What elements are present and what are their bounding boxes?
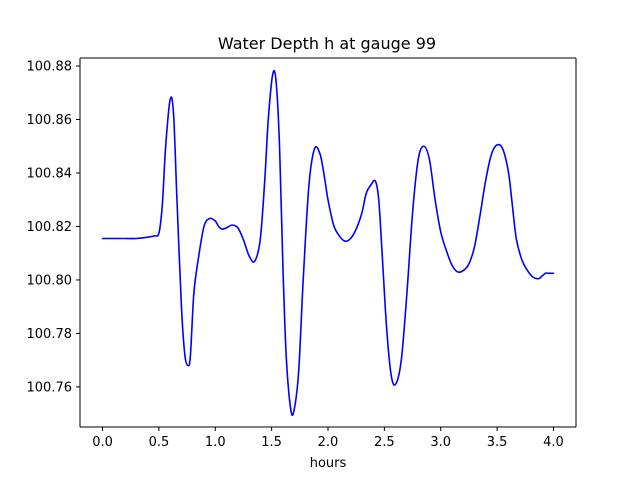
y-tick-label: 100.84 xyxy=(27,166,73,181)
chart-title: Water Depth h at gauge 99 xyxy=(218,34,436,53)
y-tick-label: 100.80 xyxy=(27,273,73,288)
plot-area xyxy=(80,58,576,427)
x-tick-label: 2.5 xyxy=(374,435,395,450)
y-tick-label: 100.76 xyxy=(27,380,73,395)
x-tick-label: 4.0 xyxy=(543,435,564,450)
x-tick-label: 2.0 xyxy=(318,435,339,450)
x-tick-label: 3.0 xyxy=(430,435,451,450)
y-tick-label: 100.86 xyxy=(27,113,73,128)
x-tick-label: 1.5 xyxy=(261,435,282,450)
y-tick-label: 100.82 xyxy=(27,220,73,235)
x-axis-label: hours xyxy=(310,456,347,471)
x-ticks: 0.0 0.5 1.0 1.5 2.0 2.5 3.0 3.5 4.0 xyxy=(92,427,564,450)
x-tick-label: 1.0 xyxy=(205,435,226,450)
series-layer xyxy=(101,69,555,417)
y-ticks: 100.76 100.78 100.80 100.82 100.84 100.86 100.… xyxy=(27,60,80,395)
x-tick-label: 3.5 xyxy=(487,435,508,450)
x-tick-label: 0.0 xyxy=(92,435,113,450)
x-tick-label: 0.5 xyxy=(149,435,170,450)
y-tick-label: 100.88 xyxy=(27,60,73,75)
y-tick-label: 100.78 xyxy=(27,327,73,342)
series-line-0 xyxy=(101,69,555,417)
